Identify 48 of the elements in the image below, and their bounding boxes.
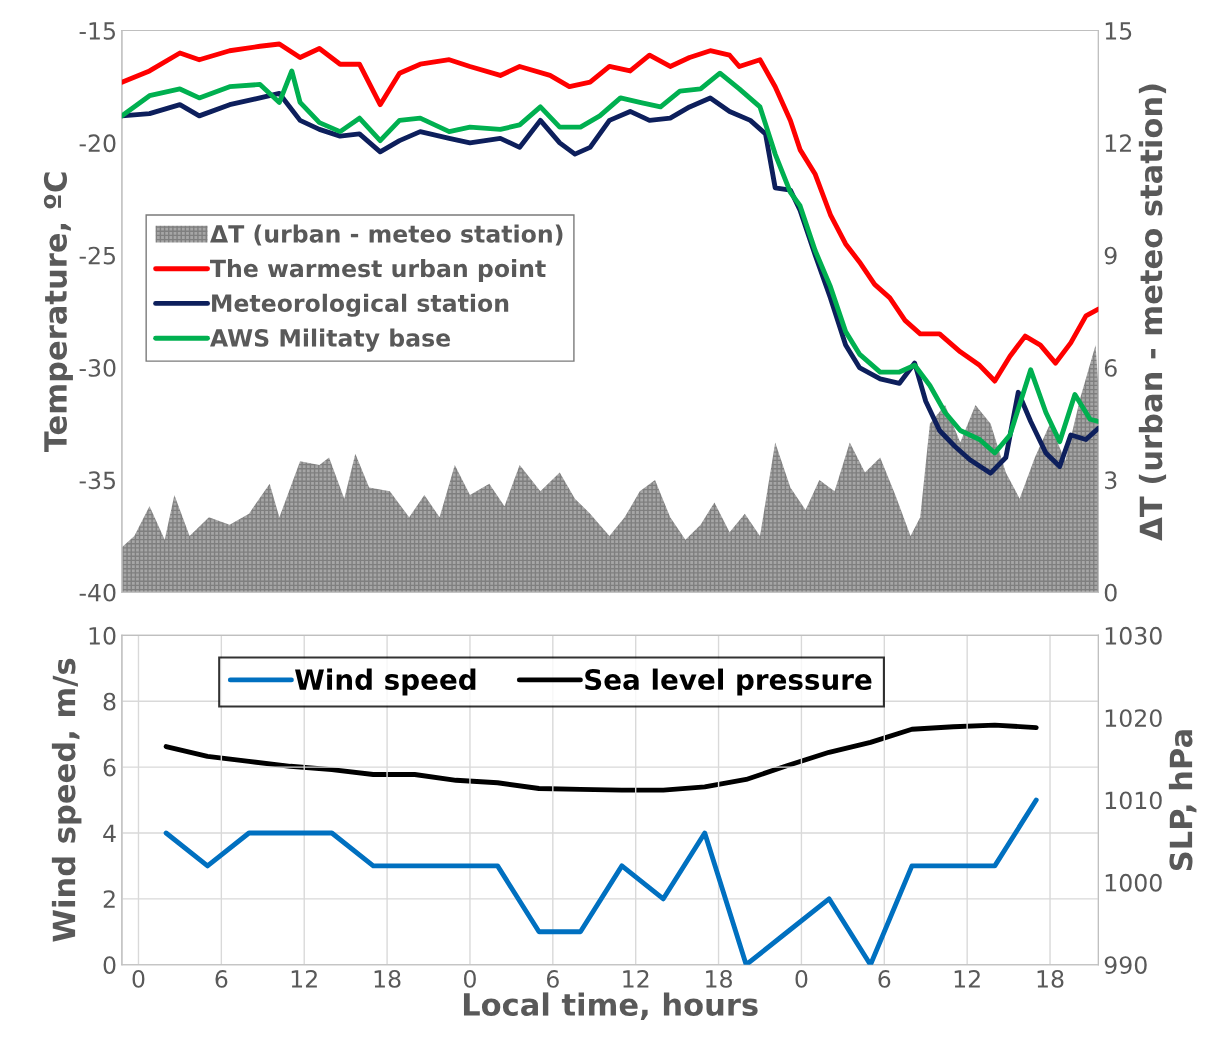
x-tick-label: 0 [795,969,808,988]
y-tick-label: 10 [89,626,116,645]
x-tick-label: 6 [878,969,891,988]
y-tick-label: -15 [79,22,115,40]
y2-tick-label: 12 [1105,134,1131,152]
y-tick-label: -30 [79,359,116,377]
y-axis-title: Temperature, ºC [43,172,73,453]
x-tick-label: 18 [706,969,732,988]
line-series [163,722,1039,793]
y-tick-label: -25 [79,246,115,265]
y-tick-label: 4 [103,824,116,842]
x-tick-label: 0 [132,969,145,988]
y-axis-title: Wind speed, m/s [51,658,82,942]
y-tick-label: -35 [79,471,115,490]
y2-axis-title: ΔT (urban - meteo station) [1138,84,1167,541]
legend-label: Sea level pressure [585,668,872,696]
y-tick-label: -40 [79,583,116,602]
y2-tick-label: 3 [1105,471,1117,490]
x-tick-label: 0 [464,969,476,988]
legend-label: AWS Militaty base [210,328,451,352]
y2-tick-label: 9 [1104,246,1117,265]
y2-tick-label: 1000 [1105,873,1162,892]
legend-label: ΔT (urban - meteo station) [210,224,563,246]
legend-label: The warmest urban point [210,259,546,282]
y-tick-label: 2 [103,890,115,908]
y2-tick-label: 990 [1104,956,1147,974]
y2-tick-label: 1010 [1105,791,1162,810]
y2-tick-label: 15 [1105,22,1132,40]
legend-label: Wind speed [295,668,476,696]
line-series [163,797,1039,965]
y2-tick-label: 0 [1104,583,1117,602]
y-tick-label: -20 [79,134,116,153]
y2-axis-title: SLP, hPa [1168,730,1197,871]
x-tick-label: 18 [1037,969,1064,988]
x-tick-label: 18 [374,969,401,988]
y-tick-label: 0 [103,956,116,974]
x-axis-title: Local time, hours [463,992,758,1020]
y-tick-label: 8 [103,692,116,711]
x-tick-label: 12 [623,969,649,988]
legend-label: Meteorological station [212,293,509,317]
x-tick-label: 12 [954,969,980,988]
x-tick-label: 6 [215,969,228,988]
y2-tick-label: 1030 [1105,626,1162,645]
y-tick-label: 6 [103,758,116,777]
y2-tick-label: 1020 [1105,709,1162,728]
y2-tick-label: 6 [1104,359,1117,377]
x-tick-label: 12 [291,969,317,988]
x-tick-label: 6 [546,969,559,988]
